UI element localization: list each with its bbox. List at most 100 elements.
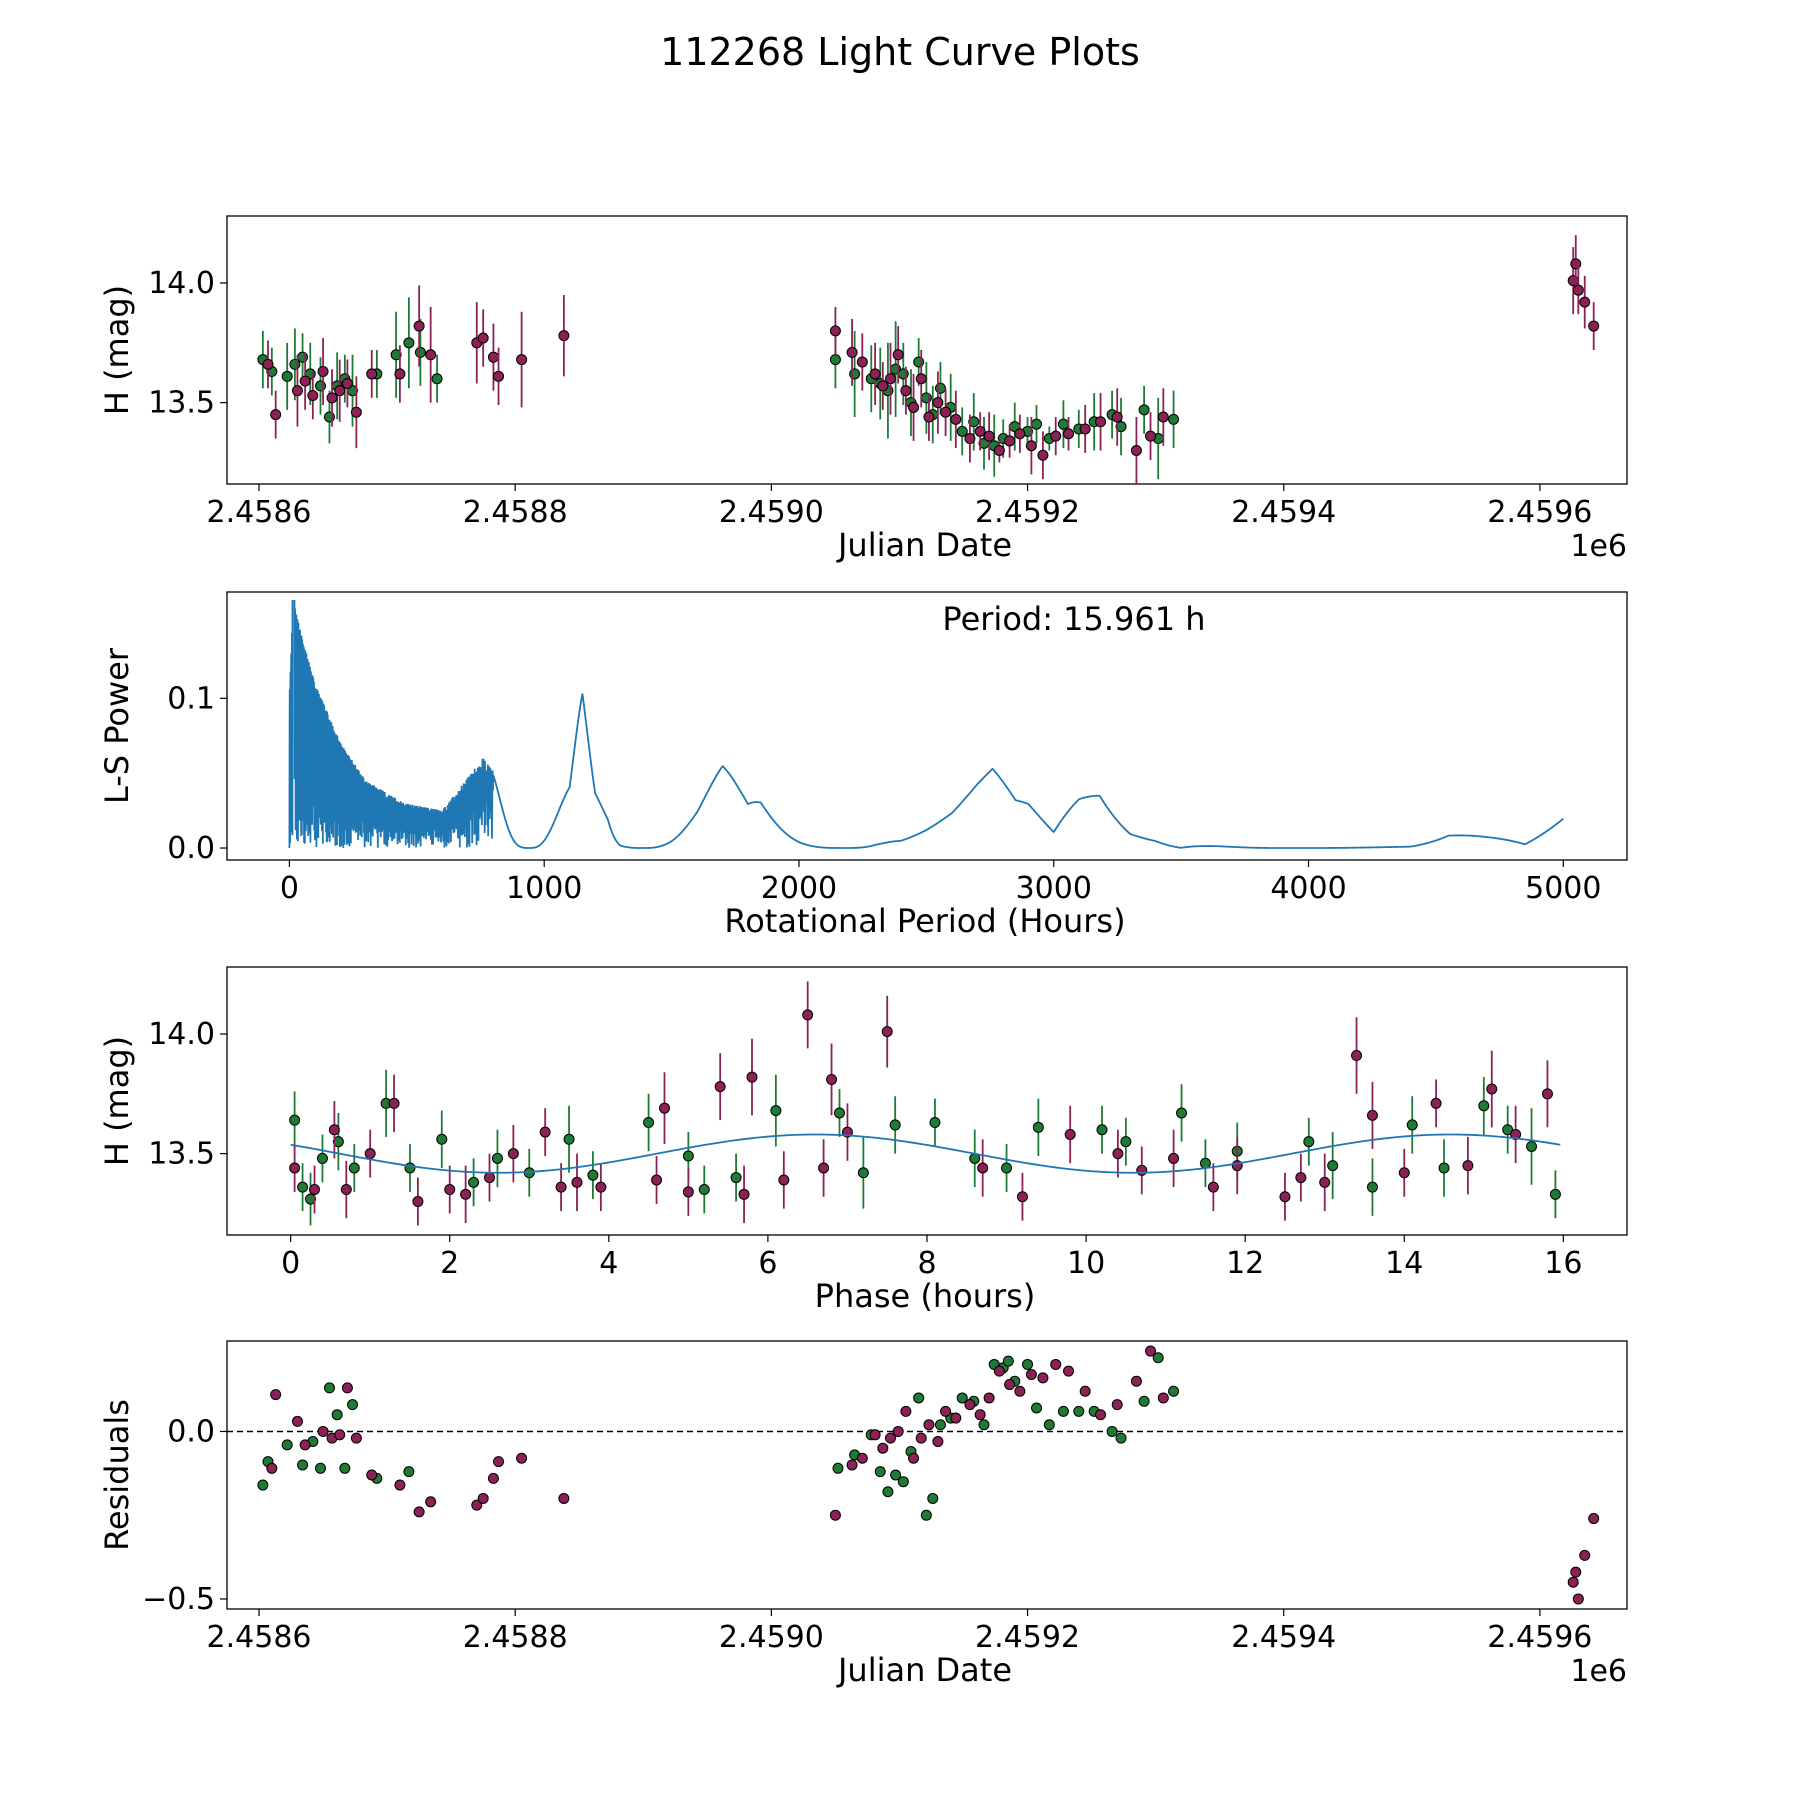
lightcurve-point-purple (950, 413, 962, 425)
lightcurve-point-purple (1111, 411, 1123, 423)
lightcurve-point-purple (1014, 428, 1026, 440)
lightcurve-point-purple (856, 356, 868, 368)
residuals-point-purple (1050, 1358, 1062, 1370)
phased-point-green (889, 1119, 901, 1131)
lightcurve-point-purple (299, 375, 311, 387)
lightcurve-xtick-label: 2.4590 (719, 495, 824, 530)
phased-point-purple (881, 1026, 893, 1038)
lightcurve-point-purple (341, 378, 353, 389)
residuals-point-purple (266, 1462, 278, 1474)
residuals-point-purple (1037, 1372, 1049, 1384)
lightcurve-point-purple (1579, 296, 1591, 308)
phased-point-green (587, 1169, 599, 1181)
lightcurve-point-purple (516, 354, 528, 366)
residuals-point-green (1152, 1352, 1164, 1364)
residuals-point-green (315, 1462, 327, 1474)
phased-point-green (643, 1117, 655, 1129)
periodogram-period-annotation: Period: 15.961 h (942, 600, 1205, 638)
lightcurve-point-green (297, 351, 309, 363)
phased-point-purple (1486, 1083, 1498, 1095)
periodogram-ylabel: L-S Power (98, 647, 136, 804)
residuals-point-green (934, 1419, 946, 1431)
periodogram-line (288, 600, 1564, 849)
residuals-point-green (913, 1392, 925, 1404)
lightcurve-point-green (829, 354, 841, 366)
lightcurve-point-purple (366, 368, 378, 380)
residuals-point-green (1073, 1405, 1085, 1417)
lightcurve-point-purple (317, 366, 329, 378)
lightcurve-point-green (934, 382, 946, 394)
phased-point-green (332, 1136, 344, 1148)
residuals-point-green (257, 1479, 269, 1491)
residuals-ylabel: Residuals (98, 1399, 136, 1551)
phased-point-green (404, 1162, 416, 1174)
lightcurve-xtick-label: 2.4592 (975, 495, 1080, 530)
phased-point-purple (1295, 1172, 1307, 1184)
phased-point-purple (460, 1188, 472, 1200)
residuals-point-purple (983, 1392, 995, 1404)
phased-point-purple (1207, 1181, 1219, 1193)
lightcurve-point-purple (270, 409, 282, 421)
periodogram-plot: 0 1000 2000 3000 4000 5000 0.0 0.1 Rotational Pe… (98, 591, 1628, 940)
periodogram-xtick-label: 3000 (1016, 871, 1092, 906)
lightcurve-point-purple (262, 358, 274, 370)
lightcurve-point-purple (1567, 275, 1579, 287)
lightcurve-point-purple (932, 397, 944, 409)
residuals-point-purple (1111, 1399, 1123, 1411)
lightcurve-point-purple (908, 401, 920, 413)
periodogram-xtick-label: 5000 (1525, 871, 1601, 906)
phased-point-purple (1351, 1050, 1363, 1062)
residuals-frame (226, 1340, 1628, 1610)
lightcurve-point-purple (900, 385, 912, 397)
phased-xtick-label: 8 (917, 1246, 936, 1281)
lightcurve-point-purple (487, 351, 499, 363)
phased-point-purple (818, 1162, 830, 1174)
residuals-point-purple (923, 1419, 935, 1431)
residuals-offset-label: 1e6 (1570, 1654, 1627, 1689)
lightcurve-point-green (431, 373, 443, 385)
residuals-point-purple (1079, 1385, 1091, 1397)
phased-point-purple (1319, 1176, 1331, 1188)
residuals-point-purple (1025, 1369, 1037, 1380)
phased-point-green (289, 1114, 301, 1126)
lightcurve-point-purple (829, 325, 841, 337)
lightcurve-point-green (281, 370, 293, 382)
residuals-point-purple (964, 1399, 976, 1411)
residuals-point-green (1022, 1358, 1034, 1370)
phased-point-purple (1064, 1129, 1076, 1140)
lightcurve-point-purple (1050, 430, 1062, 442)
phased-xtick-label: 6 (758, 1246, 777, 1281)
lightcurve-point-green (1168, 413, 1180, 425)
lightcurve-point-purple (1095, 416, 1107, 428)
lightcurve-point-purple (964, 433, 976, 445)
phased-plot: 0 2 4 6 8 10 12 14 16 13.5 14.0 Phase (hours) H (mag… (98, 966, 1628, 1315)
residuals-point-green (956, 1392, 968, 1404)
residuals-point-purple (877, 1442, 889, 1454)
lightcurve-point-purple (307, 389, 319, 401)
phased-point-green (297, 1181, 309, 1193)
phased-point-purple (1016, 1191, 1028, 1203)
periodogram-xlabel: Rotational Period (Hours) (724, 902, 1125, 940)
phased-point-purple (977, 1162, 989, 1174)
residuals-point-purple (477, 1492, 489, 1504)
lightcurve-point-green (849, 368, 861, 380)
residuals-point-purple (932, 1436, 944, 1447)
phased-point-green (1303, 1136, 1315, 1148)
lightcurve-point-purple (983, 430, 995, 442)
phased-point-purple (484, 1172, 495, 1184)
residuals-xtick-label: 2.4588 (463, 1620, 568, 1655)
residuals-point-green (1002, 1355, 1014, 1367)
lightcurve-point-green (323, 411, 335, 423)
phased-point-purple (1168, 1152, 1180, 1164)
phased-point-purple (1279, 1191, 1291, 1203)
residuals-point-green (347, 1399, 359, 1411)
phased-point-green (1327, 1160, 1339, 1172)
lightcurve-point-purple (1572, 284, 1584, 296)
phased-xtick-label: 12 (1226, 1246, 1264, 1281)
phased-point-green (1438, 1162, 1450, 1174)
residuals-point-purple (892, 1425, 904, 1437)
lightcurve-offset-label: 1e6 (1570, 529, 1627, 564)
lightcurve-point-purple (1063, 428, 1075, 440)
phased-point-green (1001, 1162, 1013, 1174)
residuals-point-purple (1095, 1409, 1107, 1421)
